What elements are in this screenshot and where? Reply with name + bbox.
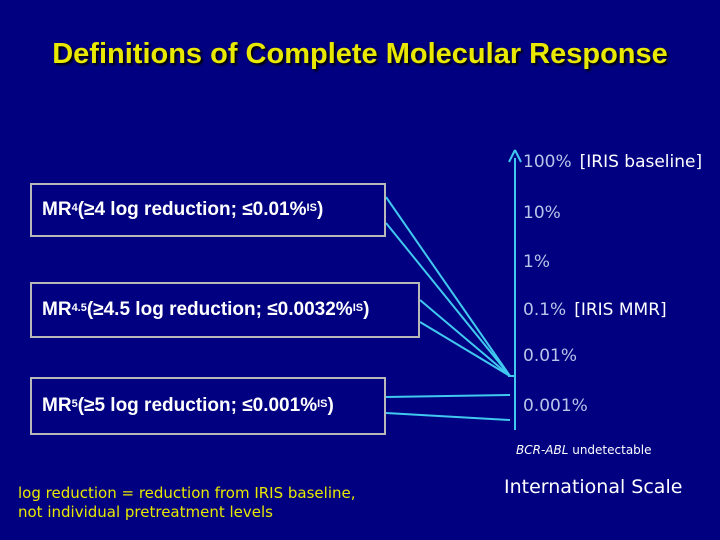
tick-note: [IRIS baseline] <box>579 152 703 172</box>
slide-title: Definitions of Complete Molecular Respon… <box>52 38 668 70</box>
scale-tick-10: 10% <box>523 203 561 223</box>
mr4-suffix: ) <box>316 199 324 220</box>
mr45-prefix: MR <box>42 299 72 320</box>
scale-tick-1: 1% <box>523 252 550 272</box>
mr5-suffix: ) <box>327 395 334 416</box>
scale-tick-0-001: 0.001% <box>523 396 588 416</box>
tick-value: 0.001% <box>523 396 588 416</box>
mr45-superscript: 4.5 <box>71 302 87 314</box>
mr5-is-superscript: IS <box>317 398 328 410</box>
mr5-definition-box: MR 5 (≥5 log reduction; ≤0.001% IS) <box>30 377 386 435</box>
mr4-prefix: MR <box>42 199 72 220</box>
footnote: log reduction = reduction from IRIS base… <box>18 484 356 522</box>
scale-tick-0-01: 0.01% <box>523 346 577 366</box>
mr45-suffix: ) <box>363 299 370 320</box>
mr4-superscript: 4 <box>71 202 78 214</box>
connector-mr4-lower <box>385 222 511 377</box>
tick-value: 10% <box>523 203 561 223</box>
mr4-text: (≥4 log reduction; ≤0.01% <box>77 199 307 220</box>
tick-value: 0.1% <box>523 300 567 320</box>
connector-mr45-upper <box>419 299 511 377</box>
connector-mr5-lower <box>385 412 511 421</box>
tick-note: [IRIS MMR] <box>574 300 667 320</box>
scale-tick-100: 100% [IRIS baseline] <box>523 152 702 172</box>
connector-mr5-upper <box>385 394 511 398</box>
scale-tick-0-1: 0.1% [IRIS MMR] <box>523 300 667 320</box>
axis-arrowhead-right <box>514 149 522 163</box>
connector-mr45-lower <box>419 321 511 377</box>
tick-value: 0.01% <box>523 346 578 366</box>
mr45-definition-box: MR 4.5 (≥4.5 log reduction; ≤0.0032% IS) <box>30 282 420 338</box>
footnote-line-1: log reduction = reduction from IRIS base… <box>18 484 356 502</box>
mr45-is-superscript: IS <box>352 302 364 314</box>
mr4-definition-box: MR 4 (≥4 log reduction; ≤0.01% IS) <box>30 183 386 237</box>
mr5-text: (≥5 log reduction; ≤0.001% <box>77 395 318 416</box>
connector-mr4-upper <box>385 196 511 377</box>
axis-arrowhead-left <box>508 149 516 163</box>
mr5-prefix: MR <box>42 395 72 416</box>
undetectable-label: BCR-ABL undetectable <box>516 443 652 457</box>
international-scale-label: International Scale <box>504 476 683 498</box>
tick-value: 100% <box>523 152 572 172</box>
mr4-is-superscript: IS <box>306 202 317 214</box>
tick-value: 1% <box>523 252 550 272</box>
footnote-line-2: not individual pretreatment levels <box>18 503 273 521</box>
mr5-superscript: 5 <box>71 398 78 410</box>
undetectable-text: undetectable <box>568 443 652 457</box>
mr45-text: (≥4.5 log reduction; ≤0.0032% <box>86 299 353 320</box>
gene-name: BCR-ABL <box>516 443 569 457</box>
